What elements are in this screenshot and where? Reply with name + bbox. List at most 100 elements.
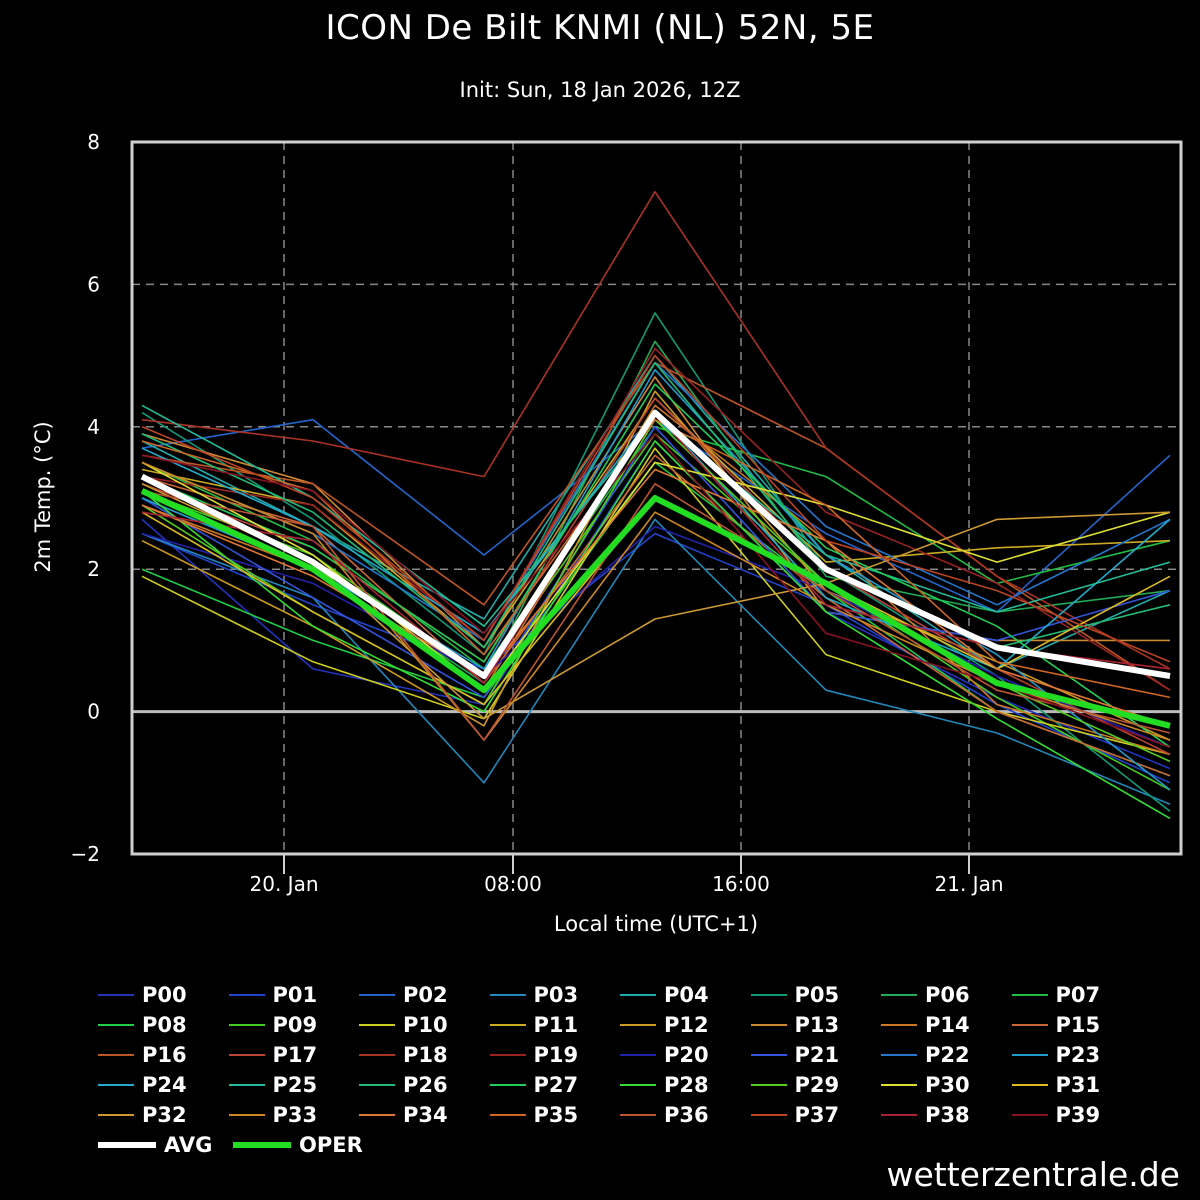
series-line-p17	[141, 397, 1171, 756]
legend-item-p33: P33	[228, 1100, 317, 1130]
legend-label: P08	[142, 1013, 187, 1037]
legend-label: P14	[925, 1013, 970, 1037]
legend-label: P32	[142, 1103, 187, 1127]
series-line-p23	[141, 368, 1171, 791]
legend-item-p22: P22	[881, 1040, 970, 1070]
legend-item-p26: P26	[359, 1070, 448, 1100]
legend-label: P10	[403, 1013, 448, 1037]
legend-item-p29: P29	[750, 1070, 840, 1100]
legend-swatch	[1011, 1024, 1048, 1026]
legend-label: P09	[272, 1013, 318, 1037]
legend-label: P00	[142, 983, 187, 1007]
y-tick-label: 4	[87, 415, 100, 439]
legend-swatch	[359, 1114, 395, 1116]
legend-item-p07: P07	[1011, 980, 1101, 1010]
legend-swatch	[489, 1054, 526, 1056]
legend-swatch	[1011, 1084, 1048, 1086]
legend-item-p30: P30	[881, 1070, 970, 1100]
legend-swatch	[98, 1114, 134, 1116]
series-line-p19	[141, 347, 1171, 691]
series-line-oper	[140, 488, 1171, 729]
legend-item-p39: P39	[1011, 1100, 1100, 1130]
legend-swatch	[489, 1024, 526, 1026]
legend-label: P20	[664, 1043, 709, 1067]
legend-swatch	[228, 1054, 265, 1056]
legend-item-p06: P06	[881, 980, 970, 1010]
legend-item-p11: P11	[489, 1010, 579, 1040]
legend-item-p09: P09	[228, 1010, 318, 1040]
legend-item-p15: P15	[1011, 1010, 1101, 1040]
chart-canvas: 8 6 4 2 0 −2 20. Jan 08:00 16:00 21. Jan Local ti…	[31, 130, 1183, 936]
legend-label: P05	[794, 983, 840, 1007]
legend-item-p31: P31	[1011, 1070, 1100, 1100]
legend-label: P23	[1055, 1043, 1101, 1067]
legend-item-p12: P12	[620, 1010, 709, 1040]
legend-swatch	[228, 1084, 265, 1086]
legend-label: P04	[664, 983, 709, 1007]
series-line-p20	[141, 525, 1171, 748]
legend-item-p14: P14	[881, 1010, 970, 1040]
x-tick-label: 08:00	[484, 872, 542, 896]
chart-title: ICON De Bilt KNMI (NL) 52N, 5E	[325, 8, 875, 48]
legend-swatch	[881, 1084, 917, 1086]
legend-label: P01	[272, 983, 318, 1007]
series-line-p18	[141, 191, 1171, 670]
legend-label: P22	[925, 1043, 970, 1067]
legend-swatch	[881, 994, 917, 996]
legend-item-p27: P27	[489, 1070, 579, 1100]
legend-label: P11	[533, 1013, 579, 1037]
series-line-p30	[141, 461, 1171, 692]
legend-item-avg: AVG	[98, 1130, 212, 1160]
legend-swatch	[359, 994, 395, 996]
y-tick-label: −2	[71, 842, 100, 866]
legend-swatch	[228, 1024, 265, 1026]
legend-label: P06	[925, 983, 970, 1007]
legend-label: P19	[533, 1043, 579, 1067]
y-tick-label: 8	[87, 130, 100, 154]
legend-item-p00: P00	[98, 980, 187, 1010]
series-line-avg	[140, 409, 1171, 679]
legend-swatch	[489, 994, 526, 996]
legend-item-p04: P04	[620, 980, 709, 1010]
y-tick-label: 6	[87, 272, 100, 296]
series-line-p21	[141, 425, 1171, 699]
series-line-p31	[141, 497, 1171, 706]
series-line-p37	[141, 354, 1171, 663]
legend-swatch	[881, 1024, 917, 1026]
legend-item-p35: P35	[489, 1100, 579, 1130]
legend-swatch	[1011, 994, 1048, 996]
legend-swatch	[750, 1114, 787, 1116]
legend-item-oper: OPER	[233, 1130, 363, 1160]
ticks: 8 6 4 2 0 −2 20. Jan 08:00 16:00 21. Jan	[71, 130, 1004, 896]
legend-swatch	[750, 1084, 787, 1086]
legend-label: OPER	[299, 1133, 363, 1157]
legend-item-p16: P16	[98, 1040, 187, 1070]
series-line-p27	[141, 383, 1171, 748]
legend-swatch	[359, 1054, 395, 1056]
legend-label: P15	[1055, 1013, 1101, 1037]
legend-label: P35	[533, 1103, 579, 1127]
legend-swatch	[98, 1054, 134, 1056]
legend-swatch	[1011, 1054, 1048, 1056]
legend-label: P18	[403, 1043, 448, 1067]
legend-item-p21: P21	[750, 1040, 839, 1070]
legend-item-p34: P34	[359, 1100, 448, 1130]
legend-swatch	[881, 1054, 917, 1056]
legend-label: P02	[403, 983, 448, 1007]
legend-label: P29	[794, 1073, 840, 1097]
legend-label: P12	[664, 1013, 709, 1037]
legend-item-p08: P08	[98, 1010, 187, 1040]
legend-item-p25: P25	[228, 1070, 317, 1100]
legend-label: P27	[533, 1073, 579, 1097]
legend-label: P16	[142, 1043, 187, 1067]
legend-label: P07	[1055, 983, 1101, 1007]
legend-label: P24	[142, 1073, 187, 1097]
x-tick-label: 16:00	[712, 872, 770, 896]
legend-item-p01: P01	[228, 980, 318, 1010]
legend-swatch	[98, 1024, 134, 1026]
legend-item-p17: P17	[228, 1040, 317, 1070]
legend-item-p20: P20	[620, 1040, 709, 1070]
legend-label: P28	[664, 1073, 709, 1097]
series-line-p15	[141, 454, 1171, 777]
legend-item-p38: P38	[881, 1100, 970, 1130]
